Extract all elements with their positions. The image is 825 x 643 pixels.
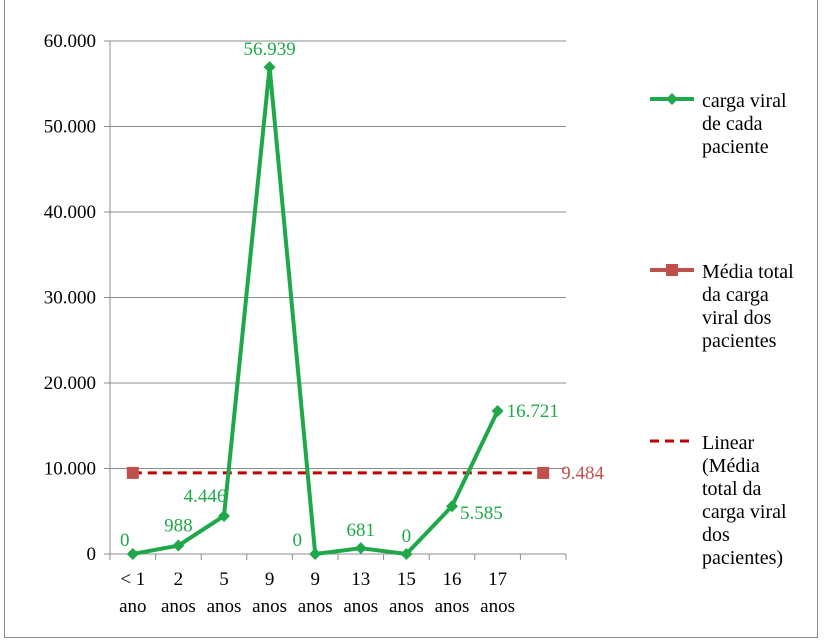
x-tick-label-unit: anos (480, 596, 515, 617)
legend-label: pacientes) (702, 547, 783, 569)
y-tick-label: 0 (87, 544, 97, 565)
chart-frame (4, 0, 818, 638)
y-tick-label: 40.000 (44, 202, 96, 223)
x-axis-tick-labels: < 1 ano 2 anos 5 anos 9 anos 9 anos 13 anos 15 anos 16… (119, 569, 515, 617)
x-tick-label-unit: anos (298, 596, 333, 617)
average-marker (537, 466, 550, 479)
legend-label: dos (702, 524, 730, 546)
x-tick-label: < 1 (120, 569, 145, 590)
y-tick-label: 50.000 (44, 117, 96, 138)
x-tick-label-unit: anos (252, 596, 287, 617)
data-label: 0 (402, 526, 412, 547)
data-label: 5.585 (460, 503, 503, 524)
legend-label: carga viral (702, 90, 787, 112)
viral-load-point (172, 539, 185, 552)
viral-load-point (263, 61, 276, 74)
viral-load-point (491, 405, 504, 418)
legend-label: paciente (702, 136, 769, 158)
x-tick-label: 13 (351, 569, 370, 590)
legend-label: pacientes (702, 330, 777, 352)
x-tick-label: 9 (265, 569, 275, 590)
x-tick-label: 16 (443, 569, 462, 590)
viral-load-line (132, 65, 500, 556)
x-tick-label-unit: ano (119, 596, 146, 617)
data-label: 9.484 (561, 463, 604, 484)
data-label: 681 (347, 520, 376, 541)
legend-label: da carga (702, 284, 769, 306)
data-label: 56.939 (243, 39, 295, 60)
legend-key-marker (666, 93, 678, 105)
legend-key-marker (666, 264, 678, 276)
data-label: 16.721 (507, 401, 559, 422)
legend-label: (Média (702, 455, 760, 477)
viral-load-point (218, 509, 230, 522)
y-tick-label: 60.000 (44, 31, 96, 52)
legend-label: viral dos (702, 307, 772, 329)
series-layer (126, 61, 550, 560)
legend-label: total da (702, 478, 762, 500)
x-tick-label-unit: anos (435, 596, 470, 617)
x-tick-label: 17 (488, 569, 507, 590)
legend-label: Linear (702, 432, 755, 454)
data-label: 988 (164, 516, 193, 537)
viral-load-point (446, 500, 458, 513)
legend-label: de cada (702, 113, 763, 135)
y-tick-label: 20.000 (44, 373, 96, 394)
legend-label: Média total (702, 261, 794, 283)
x-tick-label-unit: anos (389, 596, 424, 617)
viral-load-point (354, 542, 367, 555)
x-tick-label-unit: anos (343, 596, 378, 617)
x-tick-label: 15 (397, 569, 416, 590)
data-label: 0 (292, 530, 302, 551)
data-label: 0 (120, 530, 130, 551)
average-marker (126, 466, 139, 479)
y-axis-tick-labels: 0 10.000 20.000 30.000 40.000 50.000 60.000 (44, 31, 96, 565)
x-tick-label-unit: anos (161, 596, 196, 617)
y-tick-label: 30.000 (44, 288, 96, 309)
data-labels: 0 988 4.446 56.939 0 681 0 5.585 16.721 9.484 (120, 39, 604, 551)
x-tick-label: 2 (174, 569, 184, 590)
viral-load-point (400, 548, 413, 560)
viral-load-point (126, 548, 139, 560)
legend-label: carga viral (702, 501, 787, 523)
x-tick-label: 5 (219, 569, 229, 590)
axes (104, 40, 567, 560)
viral-load-point (309, 548, 322, 560)
x-tick-label-unit: anos (207, 596, 242, 617)
x-tick-label: 9 (310, 569, 320, 590)
y-tick-label: 10.000 (44, 459, 96, 480)
gridlines (110, 40, 566, 469)
data-label: 4.446 (184, 486, 227, 507)
